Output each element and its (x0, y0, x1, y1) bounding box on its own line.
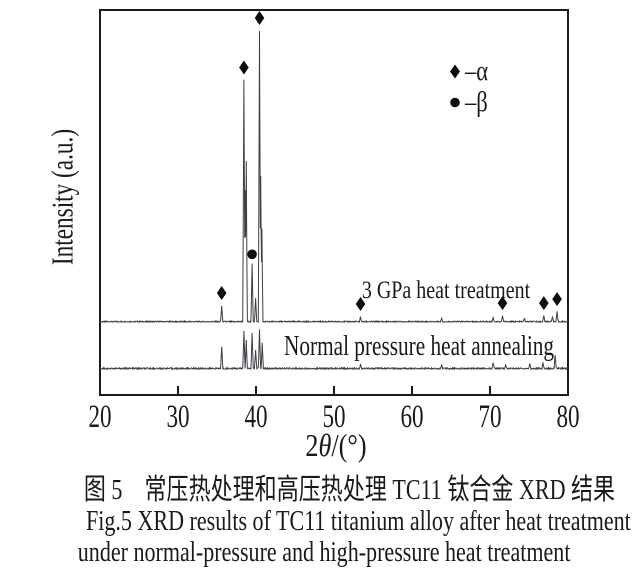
alpha-diamond-marker (552, 292, 562, 307)
legend: –α –β (448, 56, 495, 118)
legend-item-beta: –β (448, 87, 495, 118)
alpha-diamond-marker (497, 296, 508, 311)
caption-line-en2-wrap: under normal-pressure and high-pressure … (0, 537, 640, 568)
alpha-diamond-marker (216, 285, 227, 300)
alpha-diamond-marker (539, 296, 549, 311)
caption-line-zh-wrap: 图 5 常压热处理和高压热处理 TC11 钛合金 XRD 结果 (0, 475, 640, 506)
legend-label-alpha: –α (465, 55, 489, 87)
legend-item-alpha: –α (448, 56, 495, 87)
x-tick-label: 60 (400, 399, 424, 435)
circle-icon (450, 97, 460, 108)
legend-label-beta: –β (465, 86, 488, 118)
alpha-diamond-marker (239, 60, 249, 75)
annotation-normal-pressure-annealing: Normal pressure heat annealing (283, 331, 555, 362)
annotation-3gpa-heat-treatment: 3 GPa heat treatment (361, 277, 531, 304)
trace-normal-pressure-annealing (99, 329, 569, 371)
xrd-plot (99, 9, 569, 396)
x-tick-label: 40 (244, 399, 268, 435)
y-axis-label: Intensity (a.u.) (44, 128, 80, 266)
figure-caption: 图 5 常压热处理和高压热处理 TC11 钛合金 XRD 结果 Fig.5 XR… (0, 475, 640, 568)
caption-line-en1-wrap: Fig.5 XRD results of TC11 titanium alloy… (0, 506, 640, 537)
x-tick-label: 70 (478, 399, 502, 435)
plot-border (99, 9, 569, 396)
alpha-diamond-marker (355, 297, 366, 312)
beta-circle-marker (247, 249, 257, 260)
caption-line-zh: 图 5 常压热处理和高压热处理 TC11 钛合金 XRD 结果 (83, 474, 616, 506)
x-axis-label-theta: θ (318, 427, 332, 463)
x-axis-label: 2θ/(°) (305, 429, 366, 461)
caption-line-en1: Fig.5 XRD results of TC11 titanium alloy… (86, 505, 631, 537)
x-tick-label: 30 (166, 399, 190, 435)
x-tick-label: 80 (556, 399, 580, 435)
x-axis-label-suffix: /(°) (331, 427, 367, 463)
trace-3gpa-heat-treatment (99, 30, 569, 324)
caption-line-en2: under normal-pressure and high-pressure … (77, 536, 571, 568)
diamond-icon (450, 64, 460, 79)
x-tick-label: 50 (322, 399, 346, 435)
alpha-diamond-marker (254, 11, 265, 25)
x-tick-label: 20 (88, 399, 112, 435)
x-axis-label-prefix: 2 (305, 427, 319, 463)
